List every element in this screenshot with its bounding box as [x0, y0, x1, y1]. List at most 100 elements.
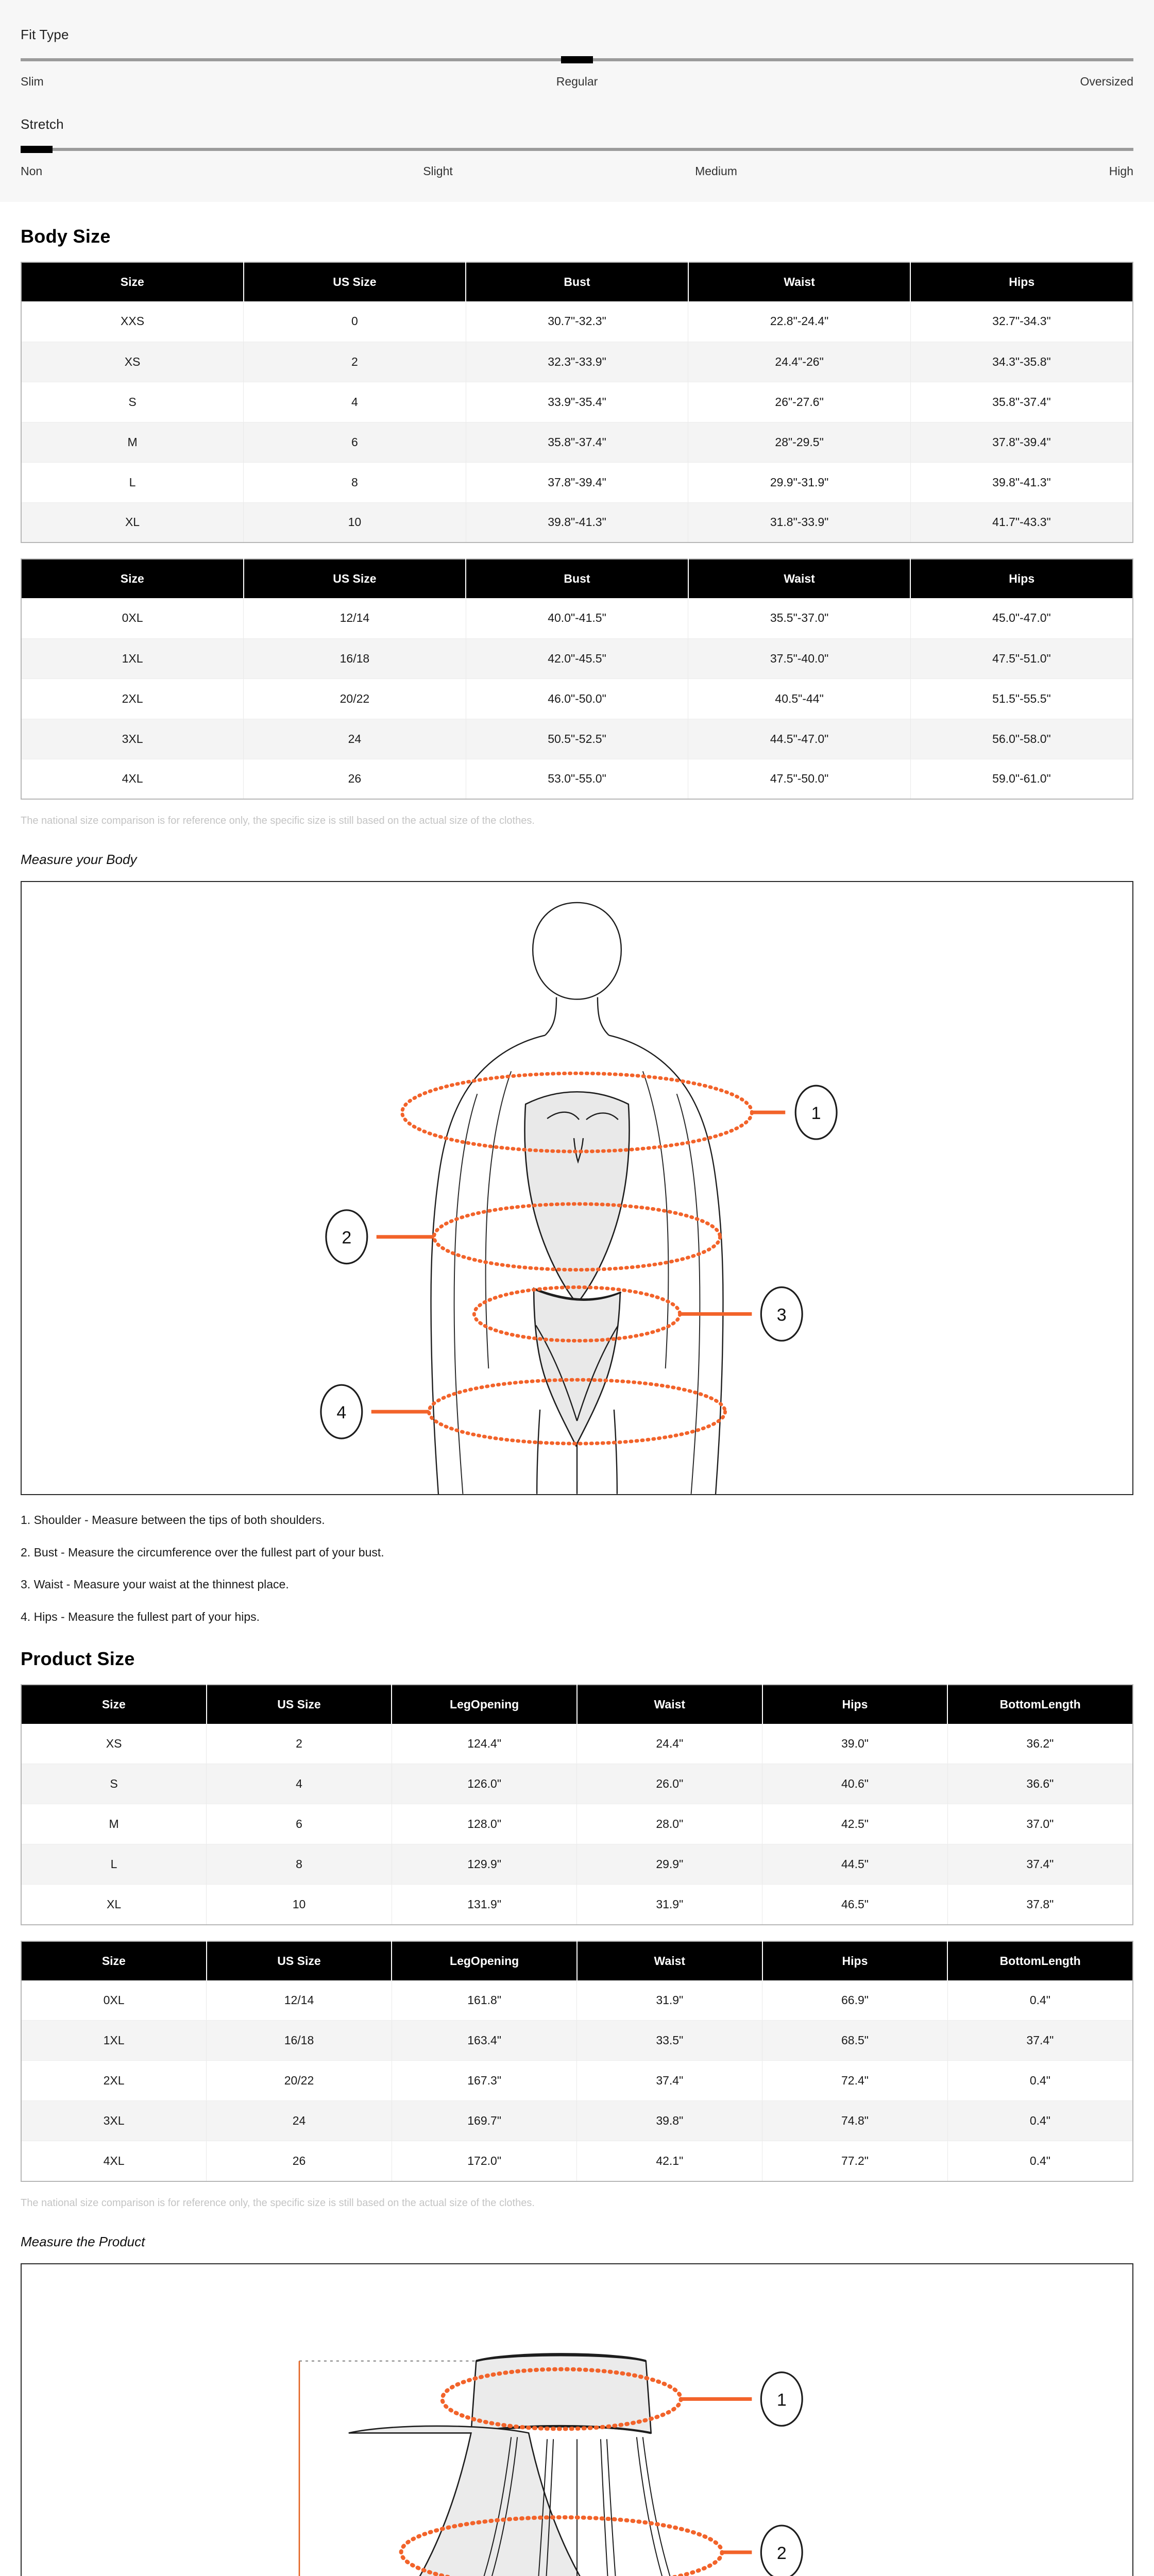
body-size-table-plus: Size US Size Bust Waist Hips 0XL 12/14 40.…	[21, 558, 1133, 800]
callout-1-label: 1	[811, 1104, 821, 1123]
table-cell: 32.7"-34.3"	[910, 301, 1133, 342]
callout-2-label: 2	[342, 1228, 351, 1248]
table-cell: 126.0"	[392, 1764, 578, 1805]
callout-3-label: 3	[777, 1305, 787, 1325]
table-cell: 42.5"	[762, 1804, 948, 1845]
stretch-slider-track[interactable]	[21, 146, 1133, 153]
table-cell: 0.4"	[947, 2100, 1133, 2142]
table-cell: 28"-29.5"	[688, 422, 911, 463]
measure-body-title: Measure your Body	[21, 852, 137, 867]
table-row: 1XL 16/18 163.4" 33.5" 68.5" 37.4"	[21, 2020, 1133, 2061]
table-cell: 26	[206, 2141, 392, 2181]
fit-panel: Fit Type Slim Regular Oversized Stretch …	[0, 0, 1154, 202]
body-size-footnote: The national size comparison is for refe…	[21, 815, 535, 826]
table-cell: 31.8"-33.9"	[688, 502, 911, 543]
column-header-hips: Hips	[910, 262, 1133, 301]
table-cell: 29.9"-31.9"	[688, 462, 911, 503]
table-cell: 12/14	[243, 598, 466, 639]
cell-size: 4XL	[21, 2141, 207, 2181]
table-cell: 56.0"-58.0"	[910, 719, 1133, 759]
column-header-waist: Waist	[688, 559, 911, 598]
fit-type-slider-group: Fit Type Slim Regular Oversized	[21, 27, 1133, 89]
table-header-row: Size US Size Bust Waist Hips	[21, 559, 1133, 598]
table-cell: 37.5"-40.0"	[688, 638, 911, 679]
column-header-us-size: US Size	[206, 1941, 393, 1980]
table-cell: 20/22	[206, 2060, 392, 2102]
cell-size: XS	[21, 1723, 207, 1765]
measure-body-notes: 1. Shoulder - Measure between the tips o…	[21, 1513, 1133, 1624]
column-header-leg-opening: LegOpening	[392, 1941, 578, 1980]
measure-body-note-4: 4. Hips - Measure the fullest part of yo…	[21, 1610, 260, 1624]
table-cell: 59.0"-61.0"	[992, 772, 1051, 786]
fit-type-tick-oversized: Oversized	[1080, 75, 1133, 88]
table-cell: 51.5"-55.5"	[910, 679, 1133, 719]
table-cell: 29.9"	[576, 1844, 763, 1885]
table-cell: 39.8"-41.3"	[910, 462, 1133, 503]
cell-size: 1XL	[21, 638, 244, 679]
table-cell: 40.6"	[762, 1764, 948, 1805]
table-cell: 0	[243, 301, 466, 342]
fit-type-tick-labels: Slim Regular Oversized	[21, 75, 1133, 89]
body-size-standard-body: XXS 0 30.7"-32.3" 22.8"-24.4" 32.7"-34.3" XS 2…	[21, 301, 1133, 543]
column-header-us-size: US Size	[243, 262, 467, 301]
stretch-tick-high: High	[1109, 164, 1133, 178]
cell-size: XL	[21, 1884, 207, 1925]
column-header-waist: Waist	[576, 1941, 763, 1980]
column-header-bottom-length: BottomLength	[947, 1684, 1133, 1724]
table-cell: 39.8"	[576, 2100, 763, 2142]
table-cell: 47.5"-51.0"	[910, 638, 1133, 679]
column-header-size: Size	[21, 262, 244, 301]
table-cell: 47.5"-50.0"	[688, 759, 911, 799]
measure-product-title: Measure the Product	[21, 2233, 145, 2249]
cell-size: L	[21, 462, 244, 503]
stretch-slider-thumb[interactable]	[21, 146, 53, 153]
cell-size: XXS	[21, 301, 244, 342]
table-cell: 0.4"	[947, 2060, 1133, 2102]
table-cell: 10	[243, 502, 466, 543]
product-size-plus-body: 0XL 12/14 161.8" 31.9" 66.9" 0.4" 1XL 16/18 163.…	[21, 1980, 1133, 2181]
table-cell: 26	[243, 759, 466, 799]
table-cell: 6	[206, 1804, 392, 1845]
fit-type-slider-thumb[interactable]	[561, 56, 593, 63]
table-cell: 42.1"	[576, 2141, 763, 2181]
cell-size: XL	[21, 502, 244, 543]
fit-type-slider-track[interactable]	[21, 56, 1133, 63]
table-cell: 39.8"-41.3"	[466, 502, 689, 543]
table-row: 1XL 16/18 42.0"-45.5" 37.5"-40.0" 47.5"-51.0…	[21, 638, 1133, 679]
cell-size: XS	[21, 342, 244, 382]
cell-size: 3XL	[21, 2100, 207, 2142]
callout-1-label: 1	[777, 2390, 787, 2410]
cell-size: 0XL	[21, 598, 244, 639]
table-header-row: Size US Size Bust Waist Hips	[21, 262, 1133, 301]
table-cell: 4	[206, 1764, 392, 1805]
table-cell: 24.4"	[576, 1723, 763, 1765]
body-figure-svg: .ol{fill:none;stroke:#1d1d1d;stroke-widt…	[320, 902, 838, 1494]
table-cell: 53.0"-55.0"	[466, 759, 689, 799]
table-cell: 40.0"-41.5"	[466, 598, 689, 639]
table-row: L 8 129.9" 29.9" 44.5" 37.4"	[21, 1844, 1133, 1885]
table-cell: 2	[243, 342, 466, 382]
table-cell: 35.8"-37.4"	[466, 422, 689, 463]
cell-size: M	[21, 1804, 207, 1845]
table-row: XL 10 131.9" 31.9" 46.5" 37.8"	[21, 1884, 1133, 1925]
column-header-us-size: US Size	[206, 1684, 393, 1724]
table-cell: 22.8"-24.4"	[688, 301, 911, 342]
column-header-us-size: US Size	[243, 559, 467, 598]
table-header-row: Size US Size LegOpening Waist Hips Botto…	[21, 1684, 1133, 1724]
measure-body-diagram: .ol{fill:none;stroke:#1d1d1d;stroke-widt…	[21, 881, 1133, 1495]
column-header-bust: Bust	[466, 559, 689, 598]
table-cell: 41.7"-43.3"	[910, 502, 1133, 543]
cell-size: 2XL	[21, 2060, 207, 2102]
table-cell: 4	[243, 382, 466, 422]
table-row: 3XL 24 50.5"-52.5" 44.5"-47.0" 56.0"-58.0"	[21, 719, 1133, 759]
table-cell: 37.8"-39.4"	[466, 462, 689, 503]
table-row: 2XL 20/22 46.0"-50.0" 40.5"-44" 51.5"-55.5"	[21, 679, 1133, 719]
measure-body-note-1: 1. Shoulder - Measure between the tips o…	[21, 1513, 325, 1527]
cell-size: 2XL	[21, 679, 244, 719]
table-cell: 2	[206, 1723, 392, 1765]
column-header-size: Size	[21, 1941, 207, 1980]
table-cell: 8	[206, 1844, 392, 1885]
table-cell: 24	[243, 719, 466, 759]
table-cell: 42.0"-45.5"	[466, 638, 689, 679]
table-cell: 0.4"	[947, 1980, 1133, 2021]
